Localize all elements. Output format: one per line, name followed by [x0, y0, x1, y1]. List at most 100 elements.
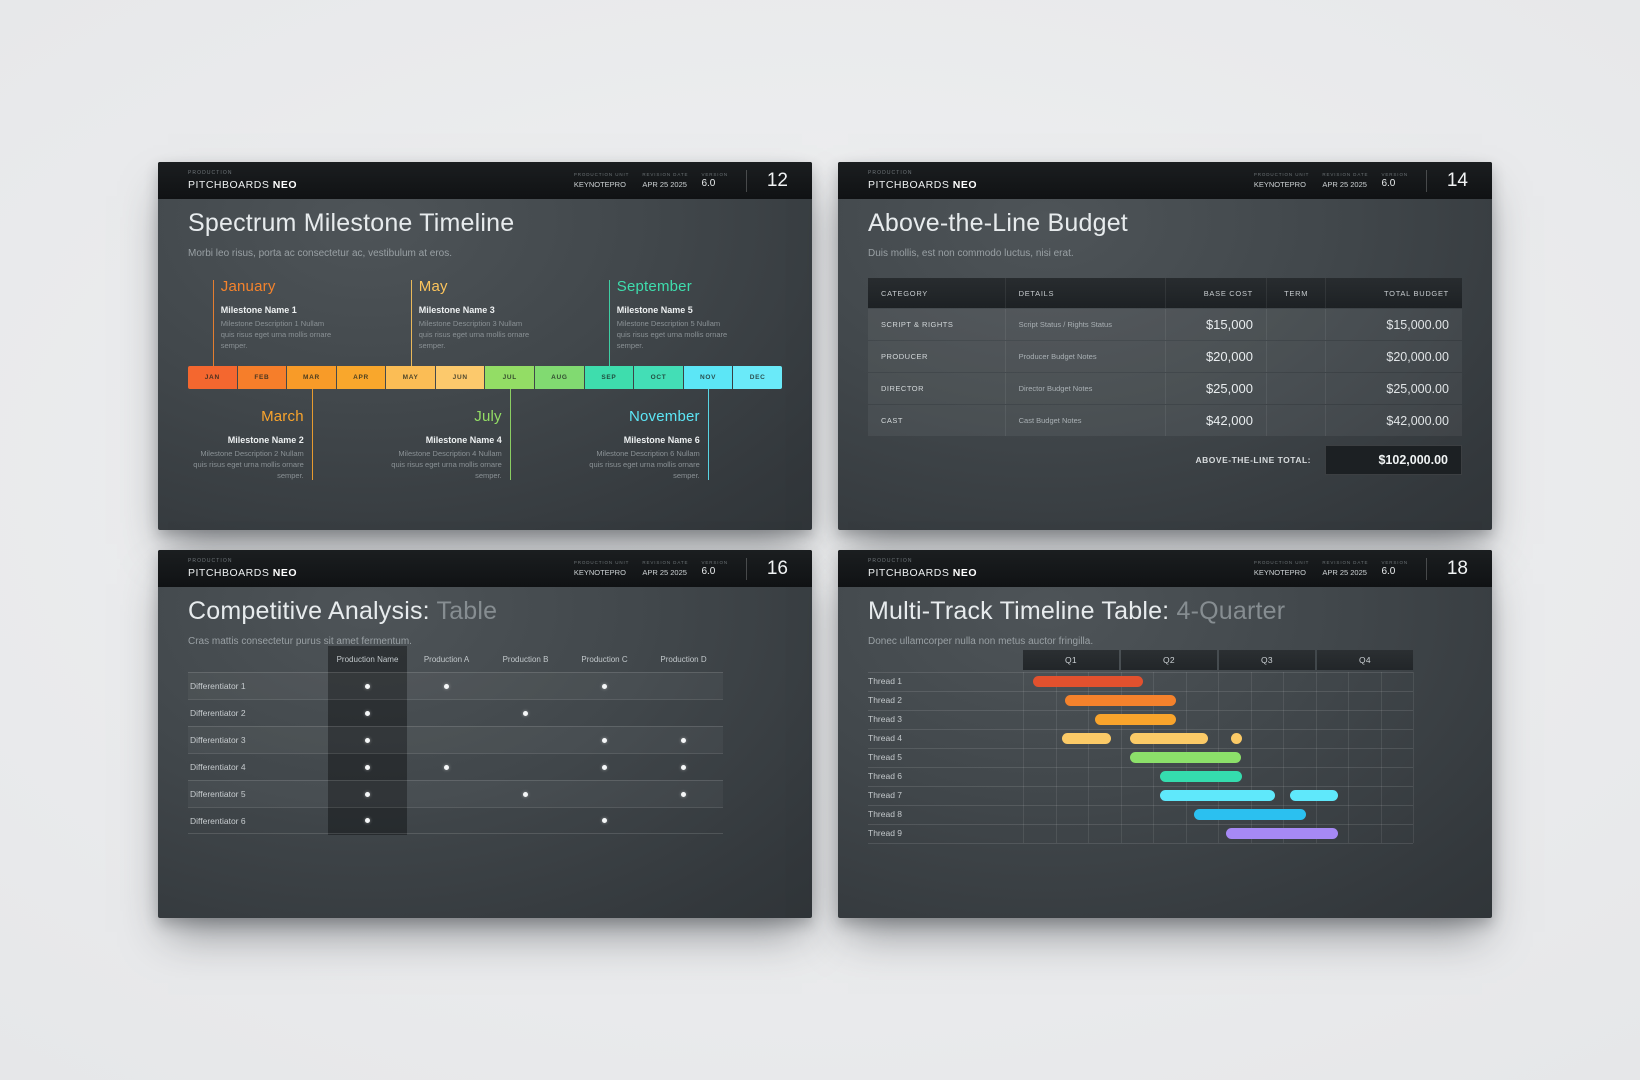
production-unit-group: PRODUCTION UNIT KEYNOTEPRO: [1254, 172, 1310, 189]
gantt-row-gridline: [868, 728, 1413, 730]
matrix-cell: [407, 673, 486, 699]
milestone-month: May: [418, 278, 448, 295]
matrix-cell: [486, 781, 565, 807]
gantt-quarter-label: Q4: [1317, 650, 1413, 670]
matrix-column-header: Production A: [423, 654, 470, 664]
milestone-name: Milestone Name 6: [623, 435, 700, 445]
feature-dot: [365, 710, 370, 716]
gantt-track-label: Thread 6: [868, 771, 903, 781]
budget-table: CATEGORY DETAILS BASE COST TERM TOTAL BUDGET…: [868, 278, 1462, 475]
slide-title: Spectrum Milestone Timeline: [188, 209, 514, 238]
month-cell: JUN: [435, 366, 485, 389]
slide-multi-track-timeline[interactable]: PRODUCTION PITCHBOARDS NEO PRODUCTION UN…: [838, 550, 1492, 918]
matrix-cell: [486, 808, 565, 833]
slide-title-main: Spectrum Milestone Timeline: [188, 209, 515, 237]
budget-base-cost-cell: $15,000: [1164, 309, 1266, 340]
gantt-bar: [1130, 752, 1241, 763]
gantt-row-gridline: [868, 690, 1413, 692]
feature-dot: [602, 737, 607, 743]
budget-category-cell: CAST: [881, 416, 904, 425]
production-unit-group: PRODUCTION UNIT KEYNOTEPRO: [1254, 560, 1310, 577]
feature-dot: [523, 710, 528, 716]
gantt-bar: [1032, 676, 1144, 687]
budget-category-cell: SCRIPT & RIGHTS: [881, 320, 954, 329]
budget-total-value: $102,000.00: [1325, 445, 1462, 475]
header-divider: [746, 557, 747, 580]
production-unit-value: KEYNOTEPRO: [1253, 567, 1306, 577]
matrix-row-label: Differentiator 2: [190, 708, 246, 718]
milestone-callout: July Milestone Name 4 Milestone Descriptio…: [370, 408, 501, 482]
matrix-row-label: Differentiator 5: [190, 789, 246, 799]
header-meta: PRODUCTION UNIT KEYNOTEPRO REVISION DATE…: [573, 557, 788, 580]
matrix-cell: [565, 700, 644, 726]
slide-title: Above-the-Line Budget: [868, 209, 1128, 238]
budget-term-cell: [1265, 405, 1325, 436]
production-unit-label: PRODUCTION UNIT: [573, 560, 630, 566]
feature-dot: [681, 737, 686, 743]
gantt-quarter-label: Q1: [1023, 650, 1119, 670]
feature-dot: [523, 791, 528, 797]
slide-above-the-line-budget[interactable]: PRODUCTION PITCHBOARDS NEO PRODUCTION UN…: [838, 162, 1492, 530]
budget-row: CAST Cast Budget Notes $42,000 $42,000.00: [868, 405, 1462, 436]
budget-category-cell: DIRECTOR: [881, 384, 925, 393]
milestone-connector-line: [608, 280, 611, 366]
budget-row: DIRECTOR Director Budget Notes $25,000 $25,…: [868, 373, 1462, 404]
slide-subtitle: Donec ullamcorper nulla non metus auctor…: [868, 636, 1094, 647]
budget-term-cell: [1265, 341, 1325, 372]
month-cell: FEB: [237, 366, 287, 389]
production-unit-label: PRODUCTION UNIT: [573, 172, 630, 178]
matrix-row: Differentiator 6: [188, 807, 723, 834]
budget-header-cell: DETAILS: [1004, 278, 1165, 308]
milestone-month: March: [261, 408, 304, 425]
matrix-row-label: Differentiator 4: [190, 762, 246, 772]
brand-name: PITCHBOARDS: [868, 566, 950, 579]
matrix-cell: [407, 781, 486, 807]
gantt-track-label: Thread 4: [868, 733, 903, 743]
feature-dot: [365, 818, 370, 823]
feature-dot: [602, 764, 607, 770]
milestone-name: Milestone Name 2: [227, 435, 304, 445]
version-group: VERSION 6.0: [1381, 560, 1408, 578]
slide-header-bar: PRODUCTION PITCHBOARDS NEO PRODUCTION UN…: [158, 550, 812, 587]
brand-block: PRODUCTION PITCHBOARDS NEO: [188, 558, 297, 579]
milestone-connector-line: [707, 389, 710, 480]
milestone-description: Milestone Description 5 Nullam quis risu…: [616, 319, 728, 350]
budget-term-cell: [1265, 309, 1325, 340]
version-group: VERSION 6.0: [701, 172, 728, 190]
milestone-connector-line: [311, 389, 314, 480]
feature-dot: [602, 683, 607, 689]
production-unit-value: KEYNOTEPRO: [573, 179, 626, 189]
budget-base-cost-cell: $20,000: [1164, 341, 1266, 372]
slide-title-main: Above-the-Line Budget: [868, 209, 1128, 237]
matrix-cell: [407, 700, 486, 726]
milestone-callout: March Milestone Name 2 Milestone Descripti…: [172, 408, 304, 482]
milestone-connector-line: [212, 280, 215, 366]
gantt-bar: [1231, 733, 1243, 744]
month-cell: AUG: [535, 366, 584, 389]
production-kicker: PRODUCTION: [868, 170, 913, 177]
feature-dot: [365, 737, 370, 743]
feature-dot: [444, 764, 449, 770]
gantt-bar: [1193, 809, 1306, 820]
milestone-timeline: January Milestone Name 1 Milestone Descrip…: [158, 162, 812, 530]
revision-date-label: REVISION DATE: [642, 172, 689, 178]
matrix-cell: [328, 727, 407, 753]
page-number: 12: [766, 169, 788, 191]
gantt-month-gridline: [1088, 672, 1089, 843]
version-value: 6.0: [1381, 566, 1396, 578]
month-cell: APR: [336, 366, 386, 389]
page-number: 18: [1446, 557, 1468, 579]
milestone-connector-line: [509, 389, 512, 480]
matrix-cell: [565, 781, 644, 807]
milestone-name: Milestone Name 1: [220, 305, 297, 315]
brand-block: PRODUCTION PITCHBOARDS NEO: [868, 558, 977, 579]
brand-suffix: NEO: [952, 566, 978, 579]
slide-competitive-analysis[interactable]: PRODUCTION PITCHBOARDS NEO PRODUCTION UN…: [158, 550, 812, 918]
slide-spectrum-milestone-timeline[interactable]: PRODUCTION PITCHBOARDS NEO PRODUCTION UN…: [158, 162, 812, 530]
brand-logo: PITCHBOARDS NEO: [868, 179, 977, 191]
budget-header-cell: CATEGORY: [881, 288, 928, 298]
production-kicker: PRODUCTION: [868, 558, 913, 565]
gantt-month-gridline: [1120, 672, 1122, 843]
brand-suffix: NEO: [272, 178, 298, 191]
gantt-bar: [1226, 828, 1339, 839]
